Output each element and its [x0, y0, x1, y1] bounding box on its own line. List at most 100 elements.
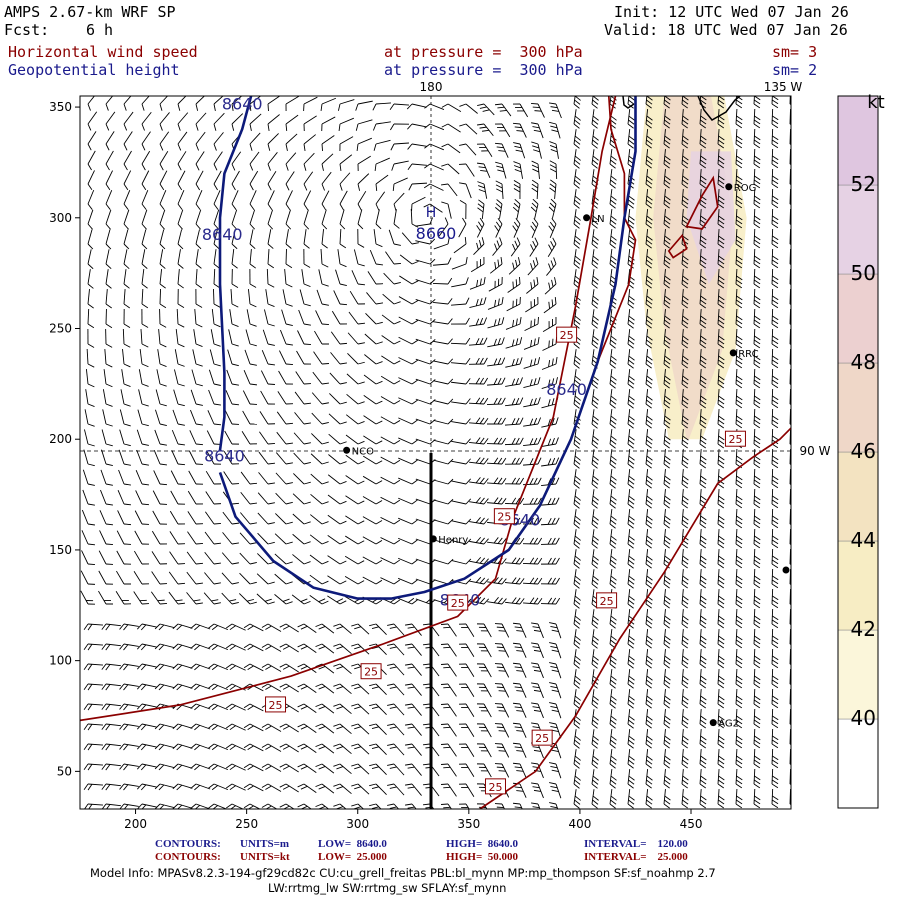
- wind-barb: [681, 729, 689, 749]
- wind-barb: [699, 709, 707, 729]
- wind-barb: [369, 249, 383, 266]
- wind-barb: [753, 628, 761, 649]
- wind-barb: [549, 121, 561, 139]
- wind-barb: [753, 388, 761, 409]
- wind-barb: [771, 748, 779, 769]
- wind-barb: [83, 743, 103, 751]
- wind-barb: [735, 689, 743, 709]
- wind-barb: [458, 763, 475, 777]
- wind-barb: [141, 308, 149, 328]
- wind-barb: [645, 309, 653, 329]
- wind-barb: [213, 112, 225, 131]
- wind-barb: [380, 476, 401, 485]
- model-info: Model Info: MPASv8.2.3-194-gf29cd82c CU:…: [90, 866, 716, 880]
- wind-barb: [309, 574, 329, 585]
- wind-barb: [366, 292, 383, 305]
- wind-barb: [663, 589, 671, 609]
- wind-barb: [405, 723, 422, 736]
- wind-barb: [753, 368, 761, 389]
- wind-barb: [318, 269, 329, 287]
- wind-barb: [486, 417, 506, 425]
- height-contour-label: 8640: [204, 446, 245, 465]
- wind-barb: [591, 549, 599, 569]
- wind-barb: [487, 577, 507, 585]
- wind-barb: [609, 329, 617, 349]
- wind-barb: [156, 369, 167, 387]
- wind-barb: [239, 532, 257, 545]
- wind-barb: [292, 554, 311, 565]
- wind-barb: [753, 768, 761, 789]
- height-contour-8640: [218, 96, 637, 600]
- y-tick-label: 300: [49, 211, 72, 225]
- wind-barb: [226, 623, 246, 631]
- wind-barb: [309, 594, 329, 605]
- lon-180-label: 180: [420, 80, 443, 94]
- wind-barb: [399, 275, 419, 285]
- wind-barb: [153, 449, 167, 466]
- wind-barb: [294, 412, 311, 425]
- wind-barb: [315, 703, 335, 714]
- wind-barb: [494, 643, 510, 658]
- wind-barb: [771, 708, 779, 729]
- wind-barb: [303, 134, 316, 151]
- wind-barb: [315, 663, 335, 674]
- wind-barb: [573, 469, 581, 489]
- wind-barb: [609, 189, 617, 209]
- wind-barb: [330, 331, 348, 345]
- wind-barb: [279, 623, 299, 633]
- forecast-label: Fcst:: [4, 21, 50, 39]
- wind-barb: [357, 173, 370, 191]
- wind-barb: [645, 229, 653, 249]
- wind-barb: [173, 389, 185, 407]
- wind-barb: [645, 249, 653, 269]
- wind-barb: [591, 429, 599, 449]
- wind-barb: [363, 415, 383, 425]
- wind-barb: [512, 642, 527, 658]
- wind-barb: [573, 729, 581, 749]
- wind-barb: [115, 591, 132, 605]
- wind-barb: [573, 96, 581, 109]
- wind-barb: [123, 308, 131, 328]
- wind-barb: [239, 572, 257, 585]
- wind-barb: [591, 96, 599, 109]
- wind-barb: [440, 643, 457, 657]
- wind-barb: [292, 513, 311, 525]
- wind-barb: [494, 142, 509, 158]
- wind-barb: [190, 623, 211, 631]
- wind-barb: [105, 131, 115, 151]
- wind-barb: [208, 683, 229, 691]
- wind-barb: [154, 643, 175, 651]
- wind-barb: [261, 803, 278, 809]
- wind-barb: [735, 729, 743, 749]
- wind-barb: [303, 171, 314, 191]
- wind-barb: [187, 511, 204, 525]
- wind-barb: [771, 728, 779, 749]
- wind-barb: [98, 590, 114, 605]
- wind-barb: [405, 623, 422, 636]
- wind-barb: [101, 703, 121, 711]
- wind-barb: [681, 349, 689, 369]
- wind-barb: [699, 609, 707, 629]
- wind-barb: [101, 683, 121, 691]
- wind-barb: [450, 337, 471, 345]
- axes: 200 250 300 350 400 450 50 100 150 200 250 300 350: [49, 100, 702, 831]
- wind-barb: [213, 151, 223, 171]
- wind-barb: [441, 103, 462, 113]
- wind-barb: [81, 509, 95, 526]
- wind-barb: [398, 497, 418, 505]
- wind-barb: [505, 557, 525, 565]
- wind-barb: [609, 749, 617, 769]
- wind-barb: [717, 489, 725, 509]
- wind-barb: [177, 288, 185, 309]
- wind-barb: [186, 571, 203, 585]
- wind-barb: [171, 429, 185, 446]
- wind-barb: [100, 469, 113, 486]
- wind-barb: [681, 709, 689, 729]
- wind-barb: [609, 649, 617, 669]
- wind-barb: [717, 749, 725, 769]
- wind-barb: [333, 623, 352, 635]
- wind-barb: [190, 723, 211, 731]
- wind-barb: [735, 789, 743, 809]
- wind-barb: [735, 249, 743, 269]
- wind-barb: [681, 269, 689, 289]
